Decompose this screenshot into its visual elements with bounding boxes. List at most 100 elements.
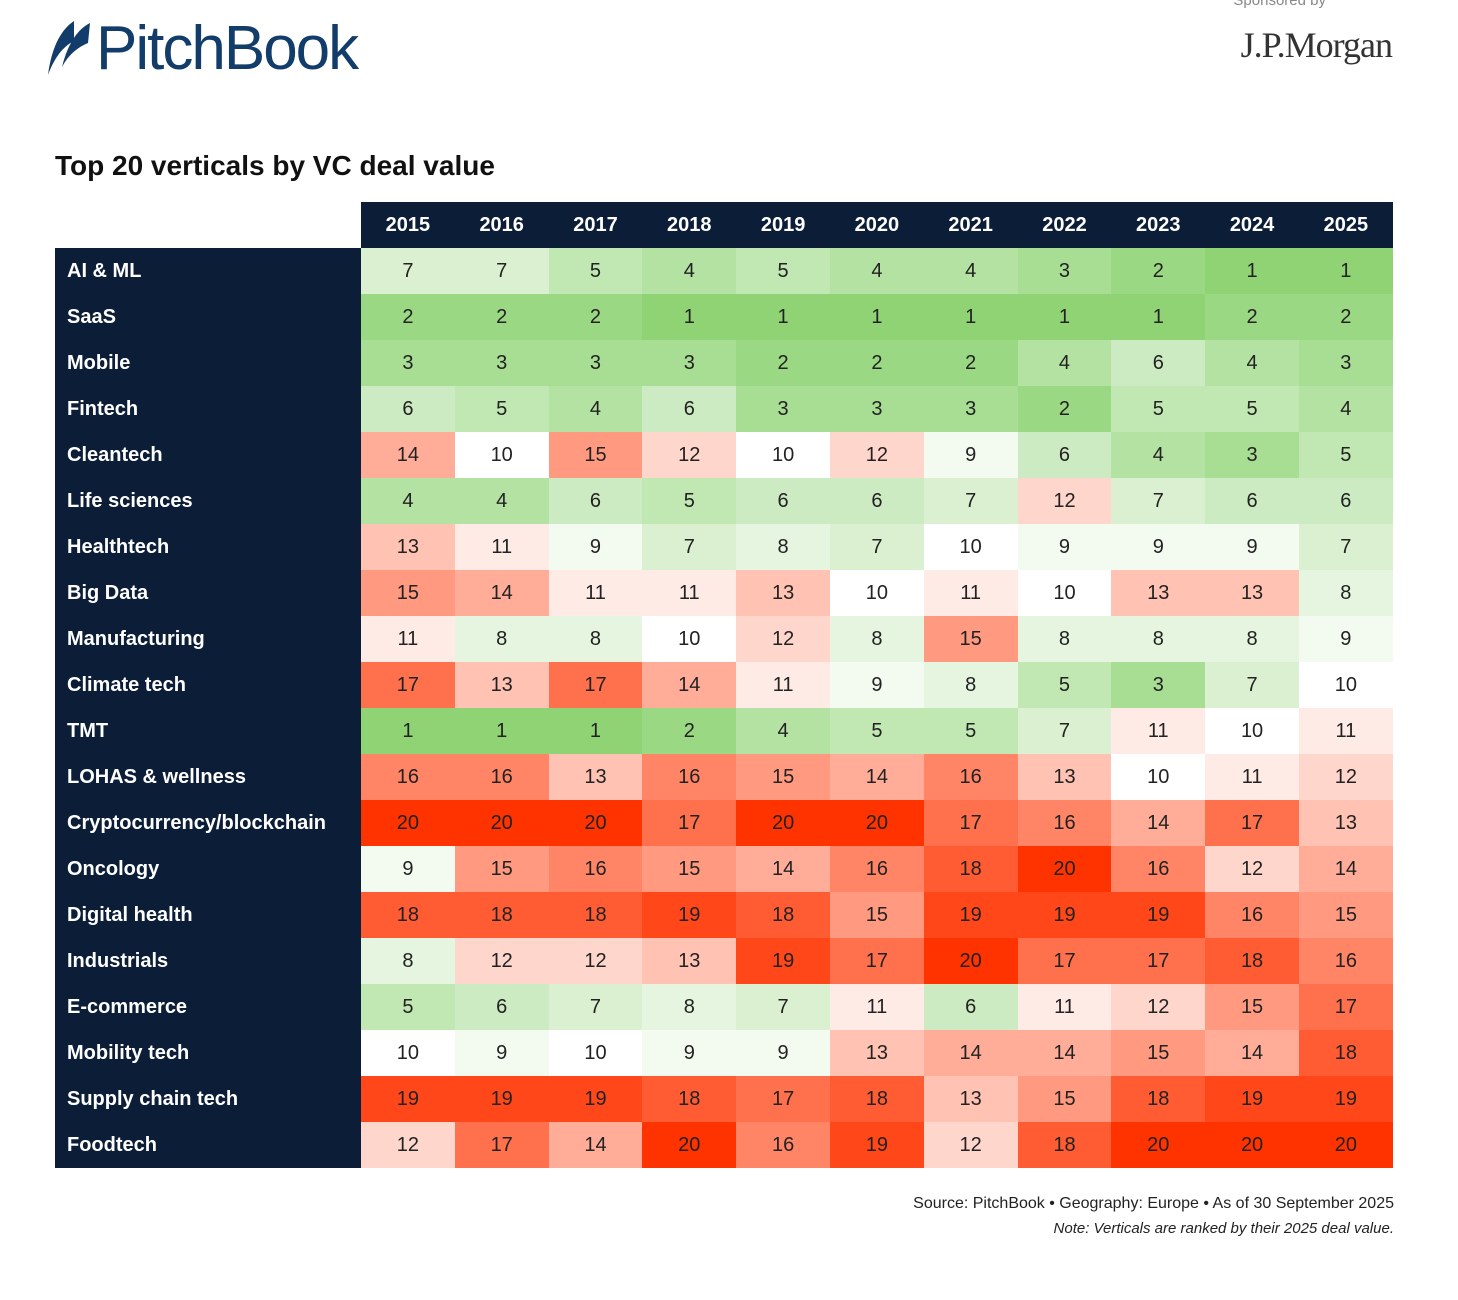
heatmap-cell: 20 xyxy=(454,800,549,846)
year-header: 2020 xyxy=(829,202,924,248)
heatmap-cell: 16 xyxy=(642,754,737,800)
row-label: Big Data xyxy=(55,570,361,616)
year-header: 2017 xyxy=(548,202,643,248)
heatmap-cell: 12 xyxy=(1298,754,1393,800)
heatmap-cell: 10 xyxy=(1017,570,1112,616)
row-label: Industrials xyxy=(55,938,361,984)
source-text: Source: PitchBook • Geography: Europe • … xyxy=(913,1195,1394,1212)
heatmap-cell: 9 xyxy=(361,846,455,892)
heatmap-cell: 1 xyxy=(548,708,643,754)
heatmap-cell: 7 xyxy=(1017,708,1112,754)
heatmap-cell: 15 xyxy=(1205,984,1299,1030)
heatmap-cell: 8 xyxy=(1205,616,1299,662)
heatmap-row: TMT 1 1 1 2 4 5 5 7 11 10 11 xyxy=(55,708,1393,754)
heatmap-cell: 7 xyxy=(923,478,1018,524)
heatmap-cell: 7 xyxy=(454,248,549,294)
heatmap-cell: 3 xyxy=(1205,432,1299,478)
sponsor-label: Sponsored by xyxy=(1233,0,1326,9)
heatmap-cell: 16 xyxy=(1298,938,1393,984)
heatmap-cell: 20 xyxy=(923,938,1018,984)
heatmap-cell: 4 xyxy=(829,248,924,294)
heatmap-cell: 2 xyxy=(642,708,737,754)
heatmap-row: Mobile 3 3 3 3 2 2 2 4 6 4 3 xyxy=(55,340,1393,386)
heatmap-cell: 20 xyxy=(361,800,455,846)
heatmap-cell: 11 xyxy=(1111,708,1206,754)
heatmap-cell: 3 xyxy=(736,386,830,432)
heatmap-cell: 17 xyxy=(642,800,737,846)
year-header: 2021 xyxy=(923,202,1018,248)
heatmap-cell: 16 xyxy=(923,754,1018,800)
heatmap-cell: 1 xyxy=(361,708,455,754)
heatmap-row: Cryptocurrency/blockchain 20 20 20 17 20 20 17 1… xyxy=(55,800,1393,846)
heatmap-cell: 4 xyxy=(1017,340,1112,386)
chart-title: Top 20 verticals by VC deal value xyxy=(55,150,495,181)
row-label: Healthtech xyxy=(55,524,361,570)
heatmap-cell: 4 xyxy=(1205,340,1299,386)
heatmap-cell: 10 xyxy=(923,524,1018,570)
heatmap-cell: 9 xyxy=(1111,524,1206,570)
heatmap-cell: 19 xyxy=(1205,1076,1299,1122)
heatmap-cell: 4 xyxy=(454,478,549,524)
heatmap-cell: 6 xyxy=(829,478,924,524)
heatmap-cell: 8 xyxy=(548,616,643,662)
heatmap-cell: 1 xyxy=(1205,248,1299,294)
heatmap-cell: 9 xyxy=(923,432,1018,478)
heatmap-cell: 20 xyxy=(1205,1122,1299,1168)
heatmap-row: Digital health 18 18 18 19 18 15 19 19 19 16 15 xyxy=(55,892,1393,938)
heatmap-cell: 11 xyxy=(548,570,643,616)
row-label: Cleantech xyxy=(55,432,361,478)
heatmap-cell: 1 xyxy=(736,294,830,340)
heatmap-row: Supply chain tech 19 19 19 18 17 18 13 15 18 19 19 xyxy=(55,1076,1393,1122)
heatmap-cell: 9 xyxy=(548,524,643,570)
row-label: SaaS xyxy=(55,294,361,340)
row-label: Manufacturing xyxy=(55,616,361,662)
heatmap-cell: 11 xyxy=(1298,708,1393,754)
heatmap-cell: 14 xyxy=(454,570,549,616)
heatmap-cell: 6 xyxy=(454,984,549,1030)
heatmap-cell: 11 xyxy=(1205,754,1299,800)
heatmap-row: Manufacturing 11 8 8 10 12 8 15 8 8 8 9 xyxy=(55,616,1393,662)
year-header-row: 2015 2016 2017 2018 2019 2020 2021 2022 2023 2024… xyxy=(55,202,1393,248)
heatmap-cell: 8 xyxy=(642,984,737,1030)
heatmap-cell: 12 xyxy=(1205,846,1299,892)
heatmap-cell: 5 xyxy=(1017,662,1112,708)
heatmap-cell: 8 xyxy=(1298,570,1393,616)
heatmap-cell: 9 xyxy=(736,1030,830,1076)
heatmap-cell: 3 xyxy=(1017,248,1112,294)
year-header: 2024 xyxy=(1205,202,1299,248)
heatmap-cell: 19 xyxy=(1017,892,1112,938)
row-label: Cryptocurrency/blockchain xyxy=(55,800,361,846)
heatmap-cell: 18 xyxy=(454,892,549,938)
heatmap-cell: 14 xyxy=(548,1122,643,1168)
heatmap-row: Industrials 8 12 12 13 19 17 20 17 17 18 16 xyxy=(55,938,1393,984)
heatmap-cell: 16 xyxy=(361,754,455,800)
row-label: AI & ML xyxy=(55,248,361,294)
heatmap-cell: 9 xyxy=(454,1030,549,1076)
heatmap-cell: 10 xyxy=(736,432,830,478)
heatmap-cell: 7 xyxy=(1111,478,1206,524)
row-label: Supply chain tech xyxy=(55,1076,361,1122)
heatmap-cell: 20 xyxy=(736,800,830,846)
heatmap-cell: 11 xyxy=(361,616,455,662)
heatmap-cell: 12 xyxy=(454,938,549,984)
heatmap-cell: 6 xyxy=(1017,432,1112,478)
heatmap-cell: 5 xyxy=(1111,386,1206,432)
heatmap-cell: 4 xyxy=(361,478,455,524)
heatmap-cell: 8 xyxy=(736,524,830,570)
heatmap-cell: 16 xyxy=(736,1122,830,1168)
heatmap-cell: 6 xyxy=(1205,478,1299,524)
heatmap-cell: 18 xyxy=(1298,1030,1393,1076)
heatmap-cell: 15 xyxy=(1298,892,1393,938)
heatmap-cell: 6 xyxy=(361,386,455,432)
jpmorgan-logo: J.P.Morgan xyxy=(1240,25,1393,65)
heatmap-cell: 12 xyxy=(1111,984,1206,1030)
heatmap-cell: 6 xyxy=(1111,340,1206,386)
heatmap-row: Oncology 9 15 16 15 14 16 18 20 16 12 14 xyxy=(55,846,1393,892)
heatmap-cell: 8 xyxy=(923,662,1018,708)
heatmap-cell: 11 xyxy=(829,984,924,1030)
heatmap-cell: 7 xyxy=(1205,662,1299,708)
heatmap-cell: 9 xyxy=(642,1030,737,1076)
pitchbook-wordmark: PitchBook xyxy=(96,14,359,83)
heatmap-cell: 5 xyxy=(548,248,643,294)
heatmap-cell: 19 xyxy=(829,1122,924,1168)
